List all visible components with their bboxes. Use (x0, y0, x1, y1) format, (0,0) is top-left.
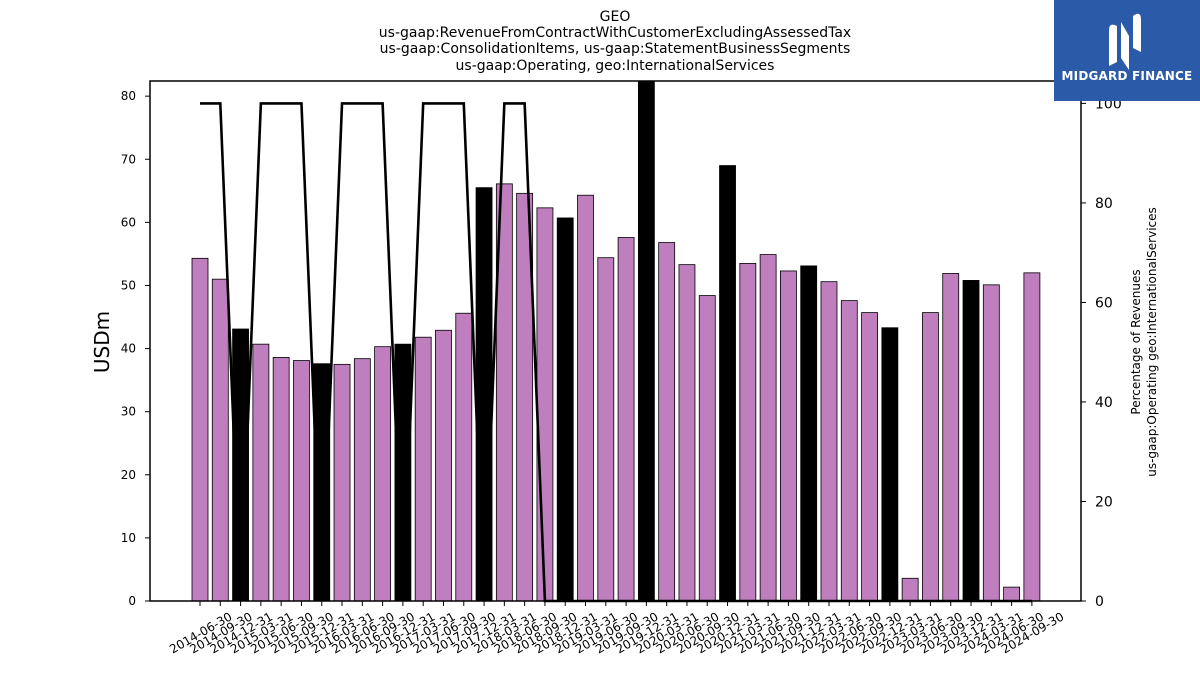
bar (861, 312, 878, 602)
bar (293, 360, 310, 602)
bar (719, 165, 736, 602)
y-tick-label: 40 (121, 342, 136, 356)
y-tick-label: 50 (121, 278, 136, 292)
bar (637, 80, 655, 602)
y-axis-label: USDm (90, 311, 114, 373)
bar (211, 278, 229, 602)
y2-tick-label: 0 (1095, 594, 1104, 610)
y2-tick-label: 40 (1095, 395, 1113, 411)
y2-axis-label-line: Percentage of Revenues (1129, 269, 1143, 414)
y-tick-label: 80 (121, 89, 136, 103)
bar (962, 280, 980, 602)
bar (780, 270, 797, 602)
bar (577, 194, 594, 602)
bar (922, 312, 939, 602)
bar (475, 187, 493, 602)
bar (374, 346, 392, 602)
bar (414, 336, 432, 602)
midgard-logo-icon (1109, 13, 1141, 70)
line-series-path (200, 102, 1032, 603)
bar (617, 237, 635, 602)
bar (272, 357, 290, 602)
bar (881, 327, 899, 602)
y-tick-label: 70 (121, 152, 136, 166)
bar (759, 254, 777, 602)
bar (800, 265, 818, 602)
bar (191, 257, 209, 602)
bar (820, 281, 838, 602)
y2-tick-label: 80 (1095, 196, 1113, 212)
y-tick-label: 60 (121, 215, 136, 229)
bar (252, 343, 270, 602)
brand-logo: MIDGARD FINANCE (1054, 0, 1200, 101)
chart-title-line: us-gaap:Operating, geo:InternationalServ… (456, 58, 775, 74)
bar (536, 207, 554, 602)
y-tick-label: 30 (121, 405, 136, 419)
bar (1003, 586, 1020, 602)
y-tick-label: 10 (121, 531, 136, 545)
bar (435, 329, 452, 602)
bar (698, 295, 716, 602)
plot-frame (149, 80, 1082, 602)
line-series (200, 102, 1032, 603)
logo-wordmark: MIDGARD FINANCE (1061, 69, 1193, 83)
bar (455, 312, 473, 602)
bar (840, 300, 858, 602)
y2-axis-label-line: us-gaap:Operating geo:InternationalServi… (1145, 207, 1159, 477)
y-axis-left: 0 10 20 30 40 50 60 70 80 (121, 89, 150, 608)
x-axis: 2014-06-302014-09-302014-12-312015-03-31… (167, 601, 1066, 656)
bar (353, 358, 371, 602)
bar (942, 273, 960, 602)
bar (1023, 272, 1041, 602)
y2-tick-label: 60 (1095, 295, 1113, 311)
chart-title-line: GEO (600, 9, 631, 25)
bar (658, 242, 676, 602)
chart-title-line: us-gaap:ConsolidationItems, us-gaap:Stat… (380, 41, 851, 57)
y-tick-label: 20 (121, 468, 136, 482)
bar (597, 257, 615, 602)
bar (739, 262, 757, 602)
bar (982, 284, 1000, 602)
chart-title: GEO us-gaap:RevenueFromContractWithCusto… (379, 9, 851, 74)
bar (901, 577, 919, 602)
y-tick-label: 0 (128, 594, 136, 608)
bar (678, 264, 696, 602)
chart-title-line: us-gaap:RevenueFromContractWithCustomerE… (379, 25, 851, 41)
bar-series (191, 80, 1041, 602)
bar (333, 363, 351, 602)
y2-tick-label: 20 (1095, 494, 1113, 510)
bar (556, 217, 574, 602)
